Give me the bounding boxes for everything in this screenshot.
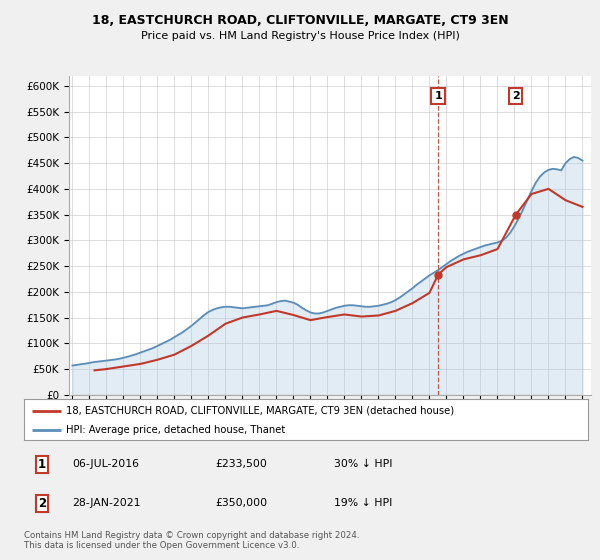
Text: £350,000: £350,000 <box>216 498 268 508</box>
Text: 19% ↓ HPI: 19% ↓ HPI <box>334 498 392 508</box>
Text: 30% ↓ HPI: 30% ↓ HPI <box>334 459 393 469</box>
Text: 2: 2 <box>512 91 520 101</box>
Text: £233,500: £233,500 <box>216 459 268 469</box>
Text: 18, EASTCHURCH ROAD, CLIFTONVILLE, MARGATE, CT9 3EN: 18, EASTCHURCH ROAD, CLIFTONVILLE, MARGA… <box>92 14 508 27</box>
Text: Contains HM Land Registry data © Crown copyright and database right 2024.
This d: Contains HM Land Registry data © Crown c… <box>24 531 359 550</box>
Text: 06-JUL-2016: 06-JUL-2016 <box>72 459 139 469</box>
Text: Price paid vs. HM Land Registry's House Price Index (HPI): Price paid vs. HM Land Registry's House … <box>140 31 460 41</box>
Text: 2: 2 <box>38 497 46 510</box>
Text: 18, EASTCHURCH ROAD, CLIFTONVILLE, MARGATE, CT9 3EN (detached house): 18, EASTCHURCH ROAD, CLIFTONVILLE, MARGA… <box>66 405 454 416</box>
Text: 28-JAN-2021: 28-JAN-2021 <box>72 498 140 508</box>
Text: 1: 1 <box>38 458 46 471</box>
Text: HPI: Average price, detached house, Thanet: HPI: Average price, detached house, Than… <box>66 425 286 435</box>
Text: 1: 1 <box>434 91 442 101</box>
